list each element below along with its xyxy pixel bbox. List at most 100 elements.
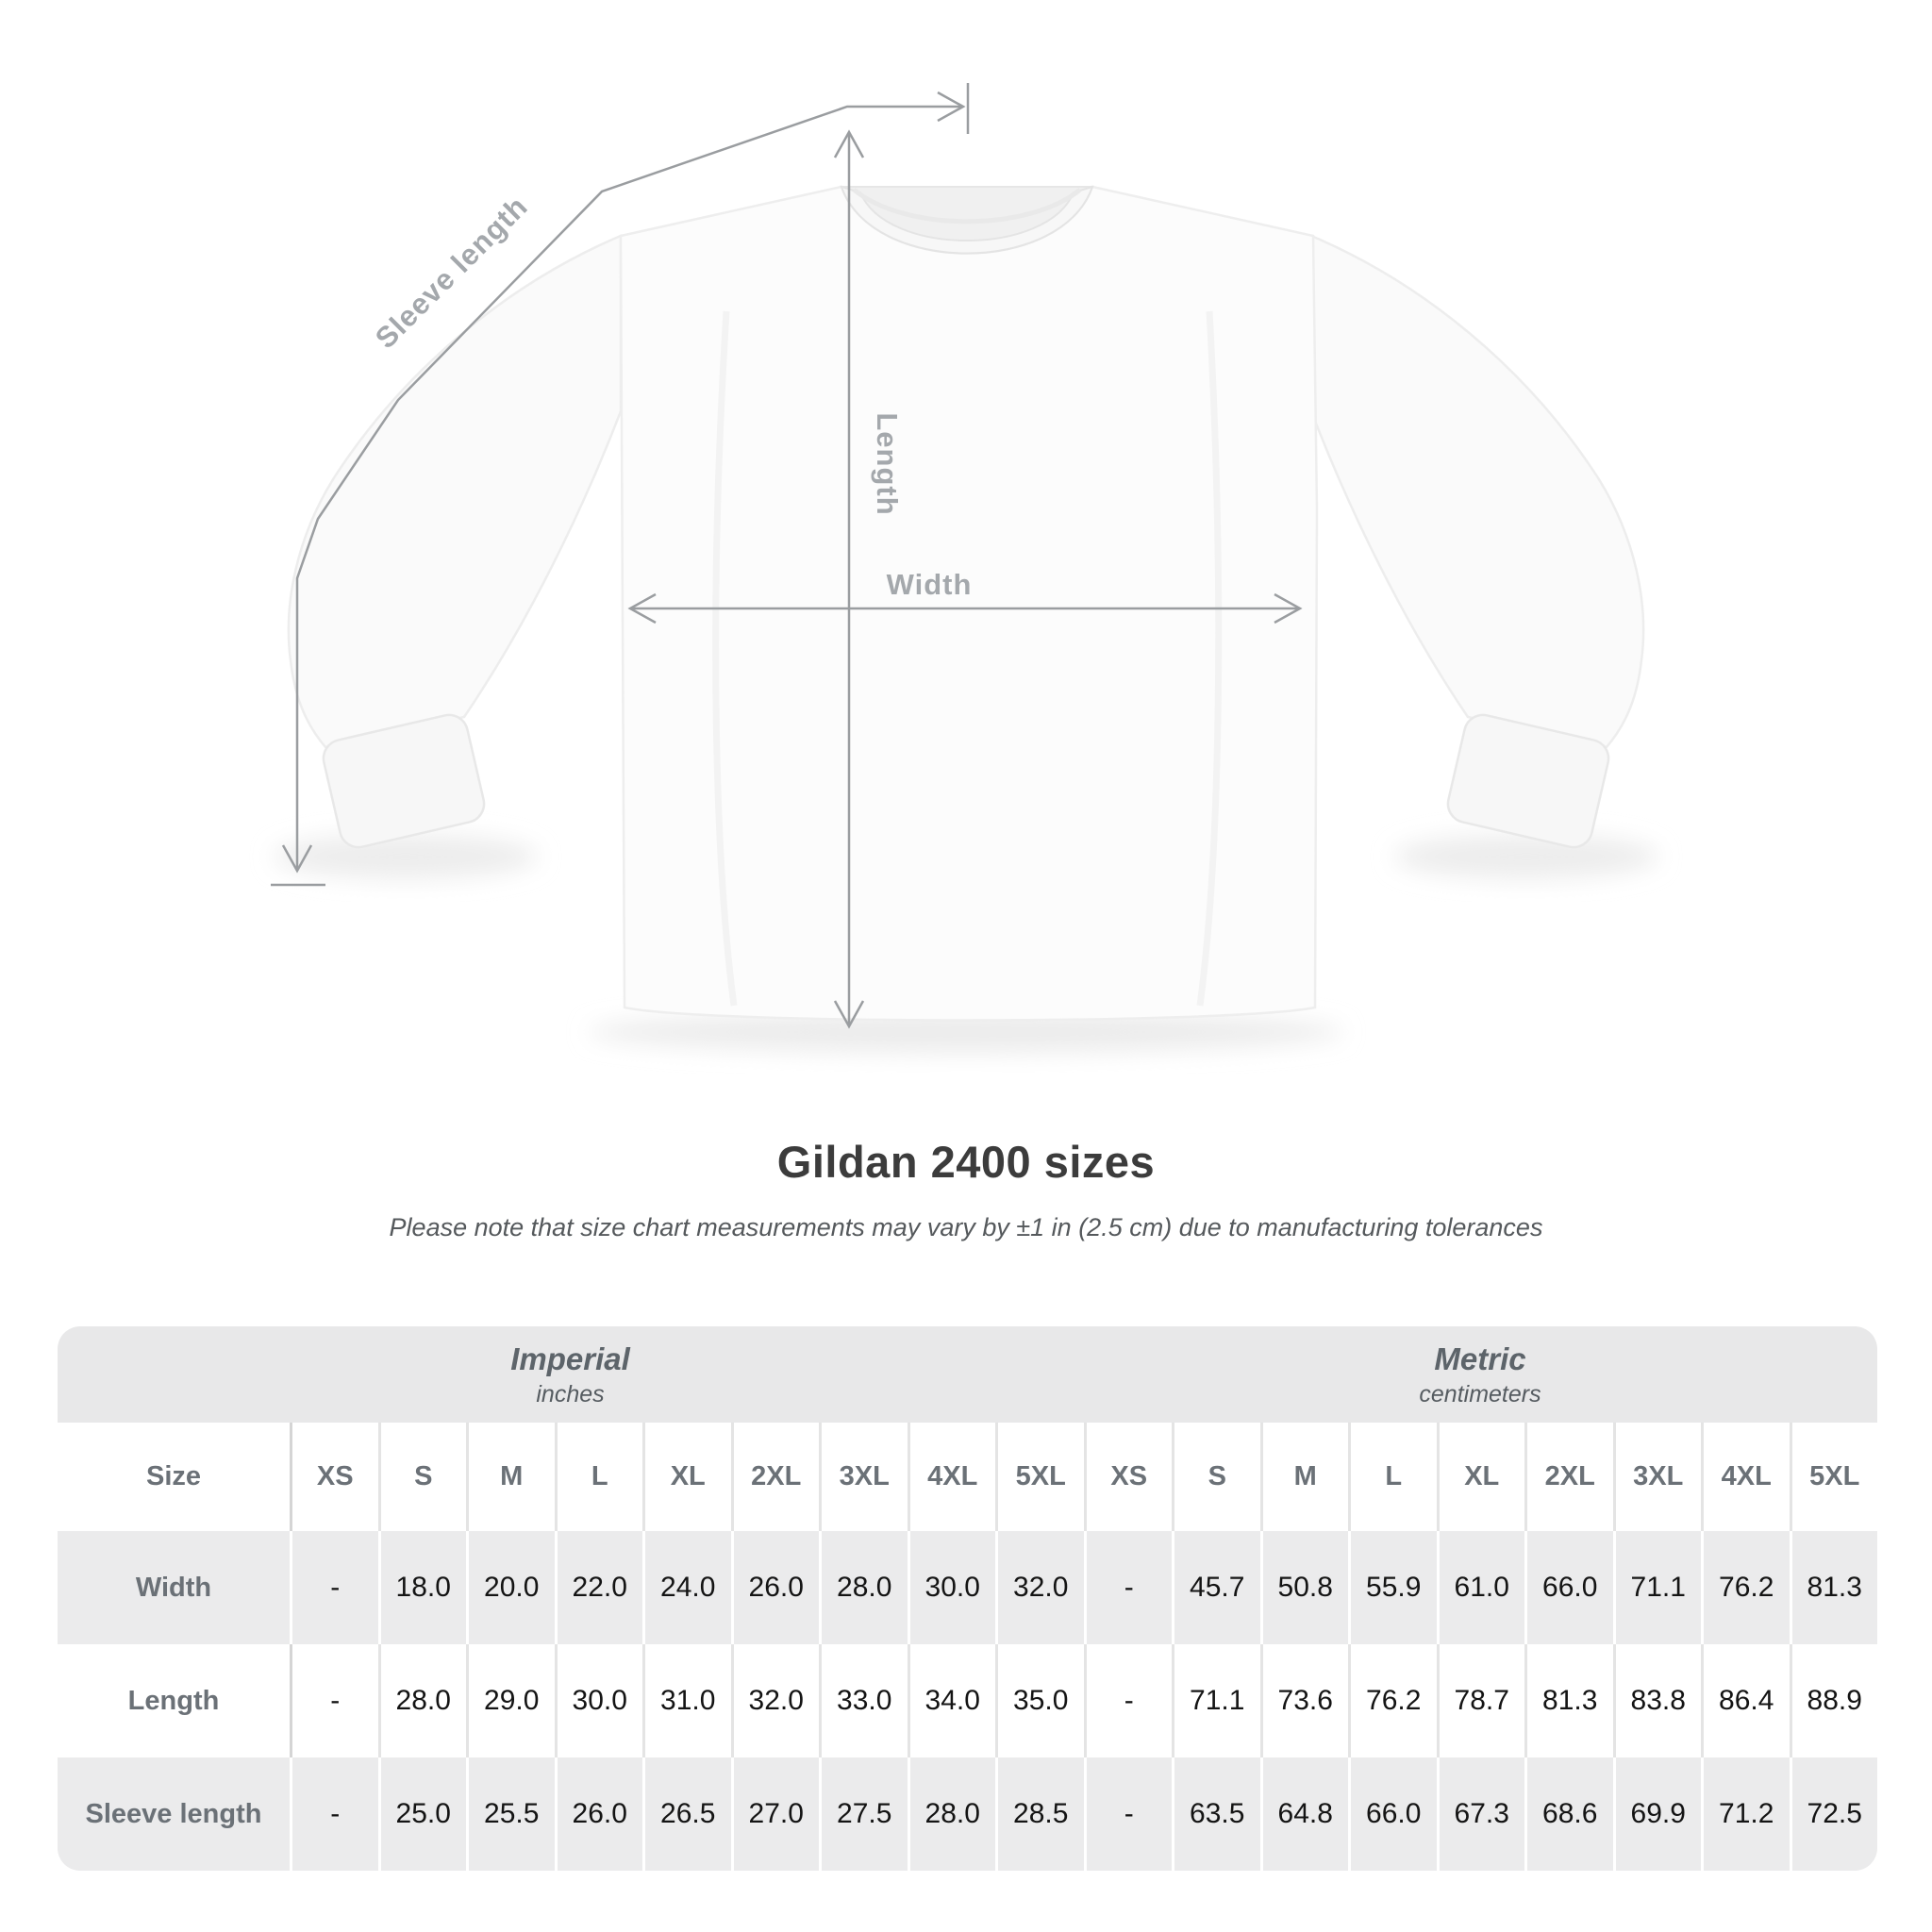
size-header-row: Size XS S M L XL 2XL 3XL 4XL 5XL XS S M … — [58, 1423, 1877, 1531]
length-line — [833, 129, 865, 1029]
arrow-left-icon — [627, 592, 657, 625]
length-row: Length - 28.0 29.0 30.0 31.0 32.0 33.0 3… — [58, 1644, 1877, 1757]
length-3xl-in: 33.0 — [819, 1644, 908, 1757]
header-2xl-metric: 2XL — [1524, 1423, 1613, 1531]
header-5xl-metric: 5XL — [1789, 1423, 1878, 1531]
length-4xl-in: 34.0 — [907, 1644, 996, 1757]
row-label: Sleeve length — [58, 1757, 290, 1871]
length-5xl-in: 35.0 — [995, 1644, 1084, 1757]
arrow-up-icon — [833, 129, 865, 158]
sleeve-5xl-cm: 72.5 — [1789, 1757, 1877, 1871]
row-label: Width — [58, 1531, 290, 1644]
unit-system-band: Imperial inches Metric centimeters — [58, 1326, 1877, 1423]
left-cuff — [322, 713, 486, 849]
tolerance-note: Please note that size chart measurements… — [389, 1213, 1543, 1241]
width-s-cm: 45.7 — [1172, 1531, 1260, 1644]
length-2xl-cm: 81.3 — [1524, 1644, 1613, 1757]
arrow-right-icon — [937, 91, 966, 123]
arrow-down-icon — [833, 1000, 865, 1029]
header-4xl-metric: 4XL — [1701, 1423, 1790, 1531]
width-2xl-cm: 66.0 — [1524, 1531, 1613, 1644]
width-label: Width — [887, 568, 973, 601]
sleeve-length-line — [271, 83, 970, 887]
sleeve-xl-cm: 67.3 — [1436, 1757, 1524, 1871]
width-4xl-cm: 76.2 — [1701, 1531, 1790, 1644]
header-4xl-imperial: 4XL — [907, 1423, 996, 1531]
header-xl-imperial: XL — [642, 1423, 731, 1531]
length-s-in: 28.0 — [377, 1644, 467, 1757]
sleeve-s-in: 25.0 — [377, 1757, 466, 1871]
width-xs-in: - — [290, 1531, 378, 1644]
sleeve-4xl-in: 28.0 — [907, 1757, 995, 1871]
metric-label: Metric — [1434, 1341, 1526, 1376]
shirt-shadow — [589, 1011, 1343, 1053]
length-l-in: 30.0 — [554, 1644, 643, 1757]
width-xl-cm: 61.0 — [1436, 1531, 1524, 1644]
right-sleeve — [1309, 234, 1645, 749]
left-cuff-shadow — [274, 834, 538, 879]
width-4xl-in: 30.0 — [907, 1531, 995, 1644]
sleeve-3xl-cm: 69.9 — [1612, 1757, 1701, 1871]
width-xl-in: 24.0 — [642, 1531, 731, 1644]
length-4xl-cm: 86.4 — [1701, 1644, 1790, 1757]
collar-band — [840, 185, 1094, 255]
header-m-imperial: M — [466, 1423, 555, 1531]
header-s-imperial: S — [377, 1423, 467, 1531]
shirt-illustration: Sleeve length Length Width — [271, 83, 1658, 1053]
header-l-imperial: L — [554, 1423, 643, 1531]
width-3xl-in: 28.0 — [819, 1531, 908, 1644]
width-5xl-cm: 81.3 — [1789, 1531, 1877, 1644]
width-xs-cm: - — [1083, 1531, 1172, 1644]
width-line — [627, 592, 1303, 625]
header-xs-metric: XS — [1083, 1423, 1173, 1531]
back-collar — [852, 188, 1082, 225]
arrow-right-icon — [1274, 592, 1303, 625]
length-5xl-cm: 88.9 — [1789, 1644, 1878, 1757]
header-3xl-imperial: 3XL — [819, 1423, 908, 1531]
length-label: Length — [871, 412, 904, 515]
length-m-in: 29.0 — [466, 1644, 555, 1757]
header-m-metric: M — [1259, 1423, 1349, 1531]
width-l-in: 22.0 — [554, 1531, 642, 1644]
width-row: Width - 18.0 20.0 22.0 24.0 26.0 28.0 30… — [58, 1531, 1877, 1644]
width-3xl-cm: 71.1 — [1612, 1531, 1701, 1644]
header-l-metric: L — [1348, 1423, 1437, 1531]
sleeve-l-cm: 66.0 — [1348, 1757, 1437, 1871]
length-xl-cm: 78.7 — [1436, 1644, 1525, 1757]
metric-unit: centimeters — [1419, 1380, 1541, 1407]
sleeve-5xl-in: 28.5 — [995, 1757, 1084, 1871]
imperial-label: Imperial — [510, 1341, 630, 1376]
sleeve-m-cm: 64.8 — [1259, 1757, 1348, 1871]
sleeve-length-row: Sleeve length - 25.0 25.5 26.0 26.5 27.0… — [58, 1757, 1877, 1871]
length-l-cm: 76.2 — [1348, 1644, 1437, 1757]
sleeve-xs-cm: - — [1083, 1757, 1172, 1871]
width-l-cm: 55.9 — [1348, 1531, 1437, 1644]
sleeve-m-in: 25.5 — [466, 1757, 555, 1871]
sleeve-s-cm: 63.5 — [1172, 1757, 1260, 1871]
header-xs-imperial: XS — [290, 1423, 378, 1531]
left-sleeve — [287, 234, 623, 749]
arrow-down-icon — [281, 844, 313, 874]
length-xl-in: 31.0 — [642, 1644, 731, 1757]
imperial-unit: inches — [536, 1380, 605, 1407]
sleeve-l-in: 26.0 — [554, 1757, 642, 1871]
length-xs-in: - — [290, 1644, 378, 1757]
row-label: Length — [127, 1685, 220, 1716]
body-crease-left — [712, 310, 738, 1007]
length-xs-cm: - — [1083, 1644, 1173, 1757]
length-2xl-in: 32.0 — [730, 1644, 820, 1757]
sleeve-2xl-cm: 68.6 — [1524, 1757, 1613, 1871]
header-5xl-imperial: 5XL — [995, 1423, 1084, 1531]
imperial-section-header: Imperial inches — [58, 1326, 1083, 1423]
header-2xl-imperial: 2XL — [730, 1423, 820, 1531]
width-5xl-in: 32.0 — [995, 1531, 1084, 1644]
header-s-metric: S — [1172, 1423, 1260, 1531]
right-cuff — [1446, 713, 1610, 849]
body-crease-right — [1196, 310, 1223, 1007]
sleeve-3xl-in: 27.5 — [819, 1757, 908, 1871]
size-column-header: Size — [145, 1461, 202, 1491]
width-s-in: 18.0 — [377, 1531, 466, 1644]
length-m-cm: 73.6 — [1259, 1644, 1349, 1757]
header-xl-metric: XL — [1436, 1423, 1525, 1531]
